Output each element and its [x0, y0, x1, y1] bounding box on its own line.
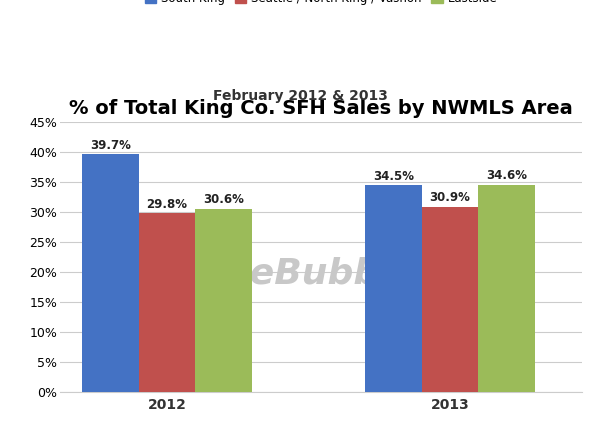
- Title: % of Total King Co. SFH Sales by NWMLS Area: % of Total King Co. SFH Sales by NWMLS A…: [69, 99, 573, 118]
- Text: SeattleBubble.com: SeattleBubble.com: [128, 256, 514, 290]
- Bar: [82, 154, 139, 392]
- Bar: [422, 207, 478, 392]
- Bar: [195, 208, 252, 392]
- Bar: [139, 213, 195, 392]
- Text: 30.6%: 30.6%: [203, 193, 244, 206]
- Text: February 2012 & 2013: February 2012 & 2013: [212, 89, 388, 103]
- Legend: South King, Seattle / North King / Vashon, Eastside: South King, Seattle / North King / Vasho…: [140, 0, 502, 10]
- Bar: [365, 185, 422, 392]
- Text: 29.8%: 29.8%: [146, 198, 187, 211]
- Bar: [478, 184, 535, 392]
- Text: 39.7%: 39.7%: [90, 139, 131, 152]
- Text: 34.5%: 34.5%: [373, 170, 414, 183]
- Text: 34.6%: 34.6%: [486, 169, 527, 182]
- Text: 30.9%: 30.9%: [430, 191, 470, 204]
